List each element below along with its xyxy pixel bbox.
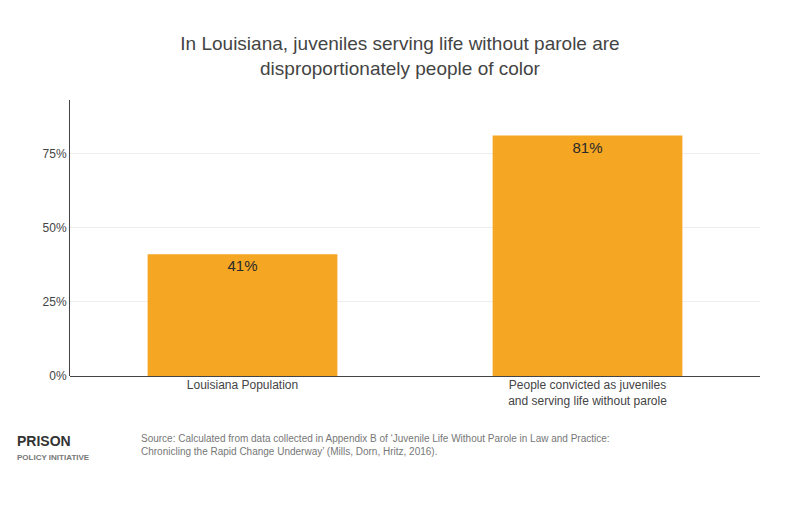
- svg-text:25%: 25%: [43, 295, 67, 309]
- svg-text:41%: 41%: [227, 257, 257, 274]
- svg-text:People convicted as juvenilesa: People convicted as juvenilesand serving…: [508, 378, 667, 408]
- svg-text:POLICY INITIATIVE: POLICY INITIATIVE: [17, 453, 90, 462]
- svg-text:75%: 75%: [43, 147, 67, 161]
- svg-text:In Louisiana, juveniles servin: In Louisiana, juveniles serving life wit…: [180, 33, 619, 79]
- svg-text:Louisiana Population: Louisiana Population: [187, 378, 298, 392]
- svg-text:PRISON: PRISON: [17, 433, 71, 449]
- svg-text:81%: 81%: [572, 139, 602, 156]
- svg-text:50%: 50%: [43, 221, 67, 235]
- svg-text:Source: Calculated from data c: Source: Calculated from data collected i…: [141, 433, 610, 457]
- svg-text:0%: 0%: [49, 369, 67, 383]
